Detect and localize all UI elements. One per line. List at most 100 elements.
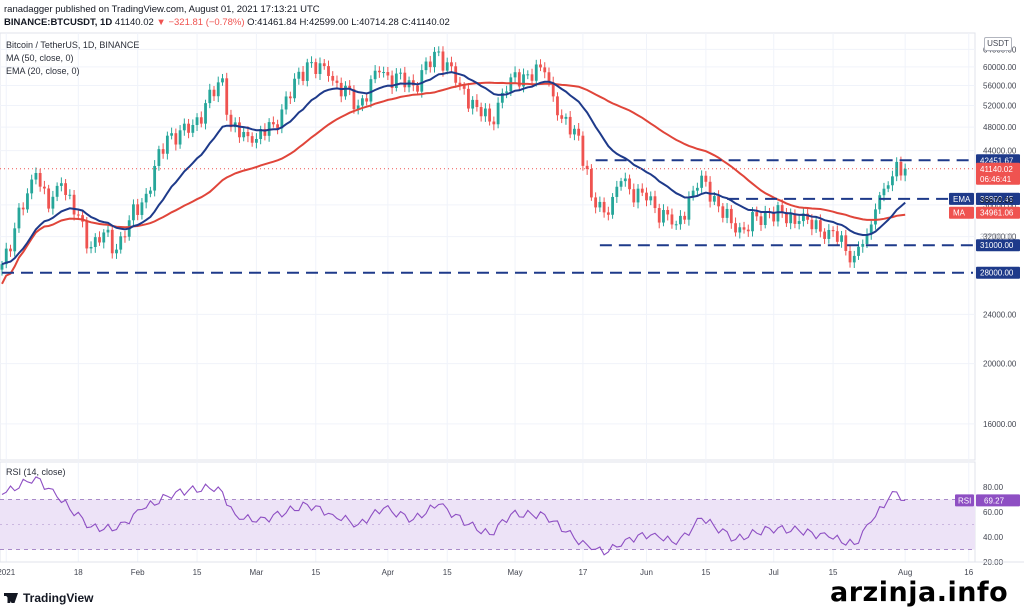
- candle-body: [170, 133, 174, 136]
- level-label: 42451.67: [980, 156, 1014, 165]
- level-label-box: [976, 239, 1020, 252]
- candle-body: [734, 223, 737, 233]
- candle-body: [390, 75, 394, 88]
- time-axis-tick: Aug: [898, 568, 912, 577]
- price-axis-tick: 36000.00: [983, 201, 1017, 210]
- price-pane: [0, 32, 976, 461]
- candle-body: [238, 122, 241, 138]
- rsi-tag: RSI: [958, 496, 971, 505]
- candle-body: [619, 181, 623, 187]
- candle-body: [123, 236, 127, 238]
- price-axis-tick: 20000.00: [983, 360, 1017, 369]
- candle-body: [700, 175, 704, 188]
- candle-body: [772, 212, 776, 222]
- ma-legend: MA (50, close, 0): [6, 53, 74, 63]
- candle-body: [818, 220, 822, 232]
- candle-body: [814, 220, 818, 230]
- ema-legend: EMA (20, close, 0): [6, 66, 80, 76]
- time-axis-tick: 15: [701, 568, 710, 577]
- price-tag: EMA: [953, 195, 971, 204]
- price-label-box: [976, 192, 1020, 205]
- rsi-tag-box: [955, 494, 974, 507]
- candle-body: [89, 246, 93, 249]
- candle-body: [746, 229, 750, 232]
- candle-body: [602, 201, 606, 213]
- candle-body: [68, 194, 72, 196]
- candle-body: [361, 98, 364, 106]
- candle-body: [801, 213, 805, 222]
- candle-body: [225, 78, 229, 115]
- symbol-name: BINANCE:BTCUSDT, 1D: [4, 17, 113, 28]
- candle-body: [640, 188, 644, 193]
- publisher-line: ranadagger published on TradingView.com,…: [4, 4, 320, 15]
- candle-body: [212, 89, 216, 97]
- price-change: ▼ −321.81 (−0.78%): [156, 17, 245, 28]
- candle-body: [76, 214, 80, 216]
- candle-body: [496, 102, 500, 125]
- candle-body: [335, 80, 339, 83]
- candle-body: [670, 214, 674, 225]
- candle-body: [589, 169, 593, 198]
- candle-body: [568, 116, 572, 135]
- candle-body: [717, 196, 720, 207]
- candle-body: [776, 205, 780, 222]
- candle-body: [573, 128, 576, 135]
- candle-body: [848, 250, 852, 263]
- candle-body: [806, 213, 810, 220]
- candle-body: [865, 234, 869, 244]
- candle-body: [594, 197, 598, 208]
- candle-body: [517, 72, 521, 87]
- candle-body: [394, 73, 398, 88]
- candle-body: [564, 116, 568, 119]
- candle-body: [683, 215, 687, 220]
- candle-body: [229, 114, 233, 128]
- candle-body: [30, 179, 34, 194]
- candle-body: [857, 246, 860, 256]
- candle-body: [704, 175, 708, 182]
- price-axis-tick: 56000.00: [983, 81, 1017, 90]
- candle-body: [174, 133, 178, 145]
- candle-body: [199, 117, 203, 124]
- candle-body: [382, 72, 386, 74]
- candle-body: [165, 135, 169, 154]
- level-label: 31000.00: [980, 241, 1014, 250]
- candle-body: [831, 229, 835, 232]
- time-axis-tick: Jun: [640, 568, 653, 577]
- candle-body: [445, 62, 449, 71]
- currency-button[interactable]: USDT: [984, 37, 1012, 51]
- candle-body: [810, 219, 814, 230]
- candle-body: [17, 207, 21, 229]
- time-axis-tick: Jul: [769, 568, 779, 577]
- candle-body: [823, 231, 826, 239]
- rsi-axis-tick: 80.00: [983, 483, 1004, 492]
- rsi-axis-tick: 40.00: [983, 533, 1004, 542]
- candle-body: [852, 255, 856, 263]
- candle-body: [110, 229, 114, 254]
- candle-body: [242, 132, 246, 138]
- candle-body: [500, 92, 504, 103]
- candle-body: [522, 74, 525, 87]
- rsi-axis-tick: 60.00: [983, 508, 1004, 517]
- rsi-line: [1, 476, 906, 556]
- candle-body: [348, 85, 352, 90]
- price-label: 36800.45: [980, 195, 1014, 204]
- candle-body: [178, 130, 182, 145]
- time-axis-tick: 2021: [0, 568, 16, 577]
- candle-body: [13, 228, 17, 252]
- candle-body: [623, 178, 627, 182]
- candle-body: [687, 196, 691, 220]
- time-axis-tick: 16: [964, 568, 973, 577]
- candle-body: [318, 63, 322, 74]
- candle-body: [191, 125, 195, 133]
- candle-body: [47, 188, 51, 209]
- candle-body: [891, 176, 894, 186]
- candle-body: [204, 103, 207, 124]
- candle-body: [615, 186, 619, 197]
- candle-body: [789, 214, 793, 224]
- candle-body: [55, 185, 59, 197]
- price-tag-box: [949, 206, 974, 219]
- candle-body: [556, 96, 559, 116]
- candle-body: [886, 185, 890, 189]
- time-axis-tick: Apr: [382, 568, 395, 577]
